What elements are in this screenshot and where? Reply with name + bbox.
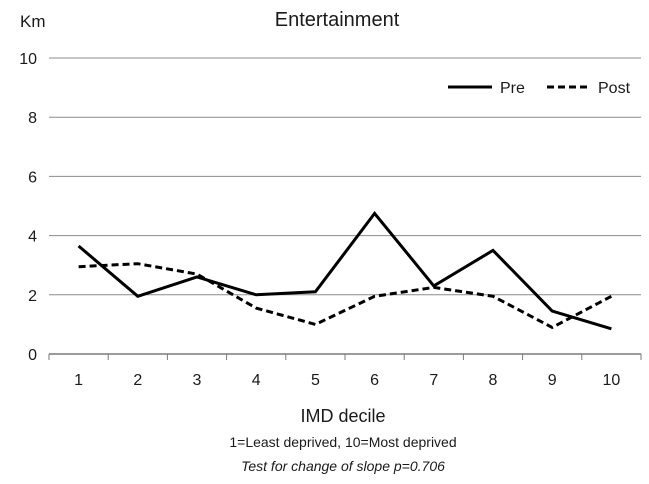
- x-tick-label: 10: [603, 372, 621, 389]
- series-line-pre: [77, 210, 612, 331]
- gridlines: [49, 57, 641, 296]
- chart-title: Entertainment: [275, 9, 400, 31]
- x-tick-label: 2: [133, 372, 142, 389]
- x-tick-label: 3: [193, 372, 202, 389]
- y-tick-label: 6: [28, 169, 37, 186]
- x-tick-label: 1: [74, 372, 83, 389]
- y-tick-labels: 0 2 4 6 8 10: [19, 51, 37, 364]
- x-axis-subtitle: 1=Least deprived, 10=Most deprived: [229, 434, 456, 450]
- slope-test-note: Test for change of slope p=0.706: [241, 458, 445, 474]
- x-axis-label: IMD decile: [300, 406, 385, 426]
- x-tick-label: 6: [370, 372, 379, 389]
- y-tick-label: 2: [28, 288, 37, 305]
- legend-label-pre: Pre: [500, 80, 525, 97]
- x-axis: 1 2 3 4 5 6 7 8 9 10: [48, 353, 642, 389]
- x-tick-label: 9: [548, 372, 557, 389]
- y-tick-label: 8: [28, 110, 37, 127]
- x-tick-label: 4: [252, 372, 261, 389]
- legend-label-post: Post: [598, 80, 631, 97]
- x-tick-label: 8: [489, 372, 498, 389]
- series-lines: [77, 210, 613, 331]
- y-axis-label: Km: [20, 12, 46, 31]
- series-line-post: [78, 262, 613, 330]
- y-tick-label: 0: [28, 347, 37, 364]
- legend: Pre Post: [448, 80, 631, 97]
- x-tick-label: 7: [429, 372, 438, 389]
- y-tick-label: 4: [28, 229, 37, 246]
- y-tick-label: 10: [19, 51, 37, 68]
- x-tick-label: 5: [311, 372, 320, 389]
